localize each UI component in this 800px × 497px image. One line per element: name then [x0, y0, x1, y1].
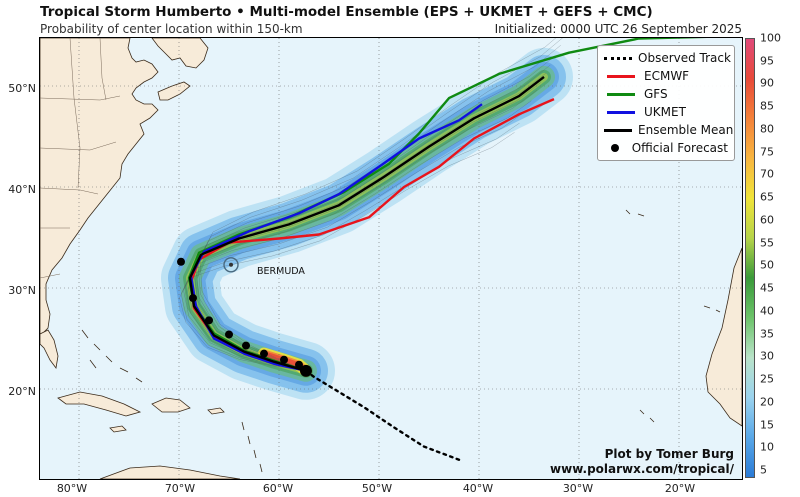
ensemble-member-track [185, 100, 532, 372]
land-north-america [40, 38, 159, 335]
state-borders [40, 38, 121, 279]
colorbar-tick-label: 80 [760, 122, 774, 136]
lat-label-20: 20°N [8, 385, 36, 398]
ukmet-track [189, 103, 483, 372]
legend-label: UKMET [644, 105, 686, 119]
legend-blue-line-icon [604, 106, 638, 118]
colorbar-tick-label: 45 [760, 281, 774, 295]
lon-label-80: 80°W [56, 482, 88, 495]
colorbar-tick-label: 65 [760, 190, 774, 204]
ensemble-member-track [197, 38, 563, 372]
legend-dotted-line-icon [604, 52, 632, 64]
legend-dot-icon [604, 142, 626, 154]
colorbar-tick-label: 95 [760, 54, 774, 68]
colorbar-tick-label: 85 [760, 99, 774, 113]
lon-label-40: 40°W [462, 482, 494, 495]
land-puerto-rico [207, 407, 225, 415]
legend-item-gfs: GFS [604, 85, 728, 103]
colorbar-tick-label: 15 [760, 418, 774, 432]
official-forecast-points [177, 257, 312, 377]
lon-label-30: 30°W [562, 482, 594, 495]
legend-label: ECMWF [644, 69, 690, 83]
legend-red-line-icon [604, 70, 638, 82]
colorbar-tick-label: 75 [760, 145, 774, 159]
bermuda-dot [229, 262, 233, 267]
legend-label: Official Forecast [631, 141, 728, 155]
legend-green-line-icon [604, 88, 638, 100]
land-florida [40, 329, 59, 369]
bermuda-ring [223, 257, 239, 273]
land-south-america [99, 465, 241, 479]
legend-item-mean: Ensemble Mean [604, 121, 733, 139]
official-forecast-point [242, 341, 250, 350]
map-canvas [40, 38, 742, 479]
land-canary-islands [625, 209, 721, 313]
legend-item-observed: Observed Track [604, 49, 731, 67]
lat-label-30: 30°N [8, 284, 36, 297]
land-bahamas [81, 329, 143, 383]
legend-label: Ensemble Mean [638, 123, 734, 137]
observed-track [304, 369, 461, 461]
land-cape-verde [639, 409, 655, 423]
initialized-time: Initialized: 0000 UTC 26 September 2025 [494, 22, 742, 36]
land-africa [705, 247, 742, 427]
map-frame [39, 37, 743, 480]
lat-label-50: 50°N [8, 82, 36, 95]
colorbar-tick-label: 30 [760, 349, 774, 363]
lon-label-20: 20°W [664, 482, 696, 495]
land-lesser-antilles [241, 421, 263, 473]
colorbar-tick-label: 60 [760, 213, 774, 227]
land-nova-scotia [157, 81, 191, 101]
credit-url: www.polarwx.com/tropical/ [550, 462, 734, 476]
official-forecast-point [260, 349, 268, 358]
land-hispaniola [151, 397, 191, 413]
lon-label-50: 50°W [361, 482, 393, 495]
credit-author: Plot by Tomer Burg [604, 447, 734, 461]
colorbar-tick-label: 90 [760, 76, 774, 90]
colorbar-tick-label: 55 [760, 236, 774, 250]
legend-label: Observed Track [638, 51, 731, 65]
official-forecast-point [189, 294, 197, 303]
bermuda-marker [223, 257, 239, 273]
colorbar-tick-label: 50 [760, 258, 774, 272]
bermuda-label: BERMUDA [257, 266, 305, 277]
official-forecast-point [225, 330, 233, 339]
lat-label-40: 40°N [8, 183, 36, 196]
legend: Observed Track ECMWF GFS UKMET Ensemble … [597, 45, 735, 161]
probability-colorbar [745, 38, 755, 478]
legend-label: GFS [644, 87, 668, 101]
ensemble-member-track [193, 55, 556, 372]
lon-label-60: 60°W [262, 482, 294, 495]
model-tracks [187, 38, 708, 461]
colorbar-tick-label: 10 [760, 440, 774, 454]
official-forecast-point [205, 316, 213, 325]
legend-item-ukmet: UKMET [604, 103, 728, 121]
official-forecast-point [295, 360, 303, 369]
ensemble-member-track [195, 45, 561, 372]
chart-subtitle: Probability of center location within 15… [40, 22, 303, 36]
official-forecast-point [300, 364, 312, 377]
legend-item-official: Official Forecast [604, 139, 728, 157]
colorbar-tick-label: 70 [760, 167, 774, 181]
legend-item-ecmwf: ECMWF [604, 67, 728, 85]
legend-black-line-icon [604, 124, 632, 136]
ensemble-member-track [199, 38, 557, 372]
land-cuba [57, 391, 142, 417]
land-newfoundland [151, 38, 209, 69]
colorbar-tick-label: 100 [760, 31, 781, 45]
land-jamaica [109, 425, 127, 433]
ensemble-mean-track [188, 75, 545, 372]
official-forecast-point [280, 355, 288, 364]
colorbar-tick-label: 40 [760, 304, 774, 318]
official-forecast-point [177, 257, 185, 266]
lon-label-70: 70°W [164, 482, 196, 495]
colorbar-tick-label: 5 [760, 463, 767, 477]
colorbar-tick-label: 20 [760, 395, 774, 409]
chart-title: Tropical Storm Humberto • Multi-model En… [40, 4, 653, 20]
colorbar-tick-label: 25 [760, 372, 774, 386]
ensemble-member-track [183, 110, 526, 372]
colorbar-tick-label: 35 [760, 327, 774, 341]
